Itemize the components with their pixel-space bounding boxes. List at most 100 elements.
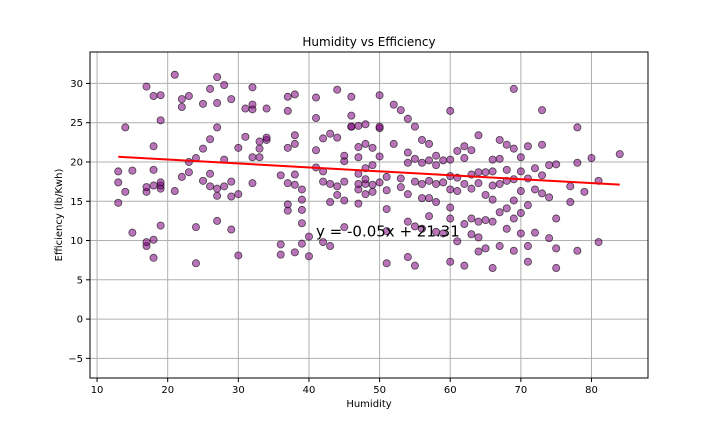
data-point [389,139,398,148]
data-point [297,195,306,204]
data-point [516,209,525,218]
data-point [453,187,462,196]
data-point [114,178,123,187]
data-point [283,200,292,209]
data-point [382,259,391,268]
data-point [446,106,455,115]
data-point [191,223,200,232]
y-tick-label: 20 [70,157,83,168]
data-point [580,187,589,196]
data-point [425,156,434,165]
data-point [516,229,525,238]
data-point [347,122,356,131]
data-point [467,184,476,193]
data-point [149,235,158,244]
data-point [177,172,186,181]
data-point [149,142,158,151]
data-point [333,133,342,142]
data-point [538,189,547,198]
data-point [495,135,504,144]
data-point [170,187,179,196]
data-point [453,237,462,246]
data-point [248,83,257,92]
data-point [403,148,412,157]
data-point [417,224,426,233]
data-point [396,174,405,183]
data-point [142,82,151,91]
data-point [283,106,292,115]
data-point [538,106,547,115]
data-point [417,158,426,167]
data-point [213,191,222,200]
data-point [460,261,469,270]
data-point [403,253,412,262]
x-tick-label: 30 [232,385,245,396]
data-point [347,92,356,101]
data-point [149,165,158,174]
data-point [467,214,476,223]
data-point [410,122,419,131]
data-point [523,142,532,151]
data-point [488,155,497,164]
data-point [523,242,532,251]
data-point [333,182,342,191]
data-point [170,70,179,79]
data-point [177,95,186,104]
data-point [262,133,271,142]
data-point [446,203,455,212]
data-point [538,140,547,149]
data-point [615,150,624,159]
data-point [488,167,497,176]
data-point [425,139,434,148]
data-point [530,185,539,194]
data-point [516,153,525,162]
data-point [248,100,257,109]
data-point [276,250,285,259]
data-point [340,223,349,232]
data-point [481,168,490,177]
data-point [403,114,412,123]
data-point [184,168,193,177]
data-point [375,178,384,187]
data-point [495,242,504,251]
data-point [594,238,603,247]
data-point [206,135,215,144]
x-tick-label: 40 [303,385,316,396]
plot-frame [89,51,649,379]
data-point [502,204,511,213]
data-point [220,182,229,191]
data-point [460,220,469,229]
data-point [481,190,490,199]
data-point [446,155,455,164]
data-point [410,177,419,186]
regression-equation: y = -0.05x + 21.31 [316,223,460,241]
data-point [213,216,222,225]
data-point [347,111,356,120]
data-point [156,116,165,125]
data-point [361,120,370,129]
data-point [474,217,483,226]
data-point [283,179,292,188]
data-point [361,175,370,184]
data-point [312,146,321,155]
data-point [199,144,208,153]
data-point [516,167,525,176]
data-point [425,176,434,185]
data-point [234,143,243,152]
data-point [304,252,313,261]
data-point [121,187,130,196]
data-point [488,217,497,226]
data-point [410,154,419,163]
data-point [241,104,250,113]
data-point [396,183,405,192]
data-point [530,228,539,237]
data-point [241,132,250,141]
data-point [184,157,193,166]
x-axis-label: Humidity [346,399,391,410]
data-point [290,248,299,257]
data-point [509,196,518,205]
data-point [432,179,441,188]
data-point [432,198,441,207]
data-point [213,123,222,132]
